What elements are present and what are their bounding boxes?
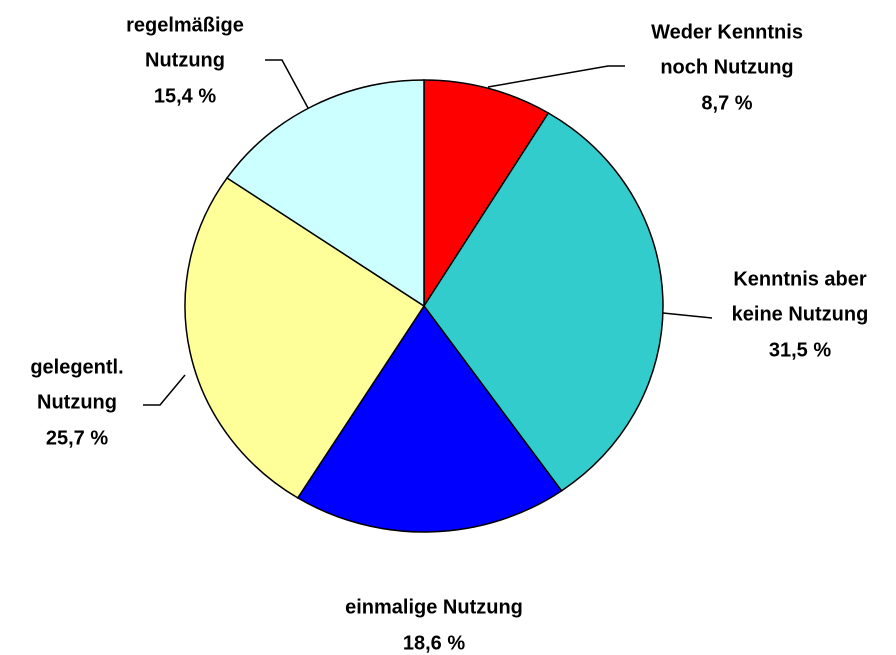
- slice-label: Weder Kenntnis: [651, 21, 803, 43]
- slice-label: keine Nutzung: [732, 303, 869, 325]
- leader-line: [662, 312, 713, 319]
- value-label: 25,7 %: [46, 427, 108, 449]
- slice-label: Nutzung: [145, 49, 225, 71]
- slice-label: noch Nutzung: [660, 56, 793, 78]
- slice-label: Nutzung: [37, 391, 117, 413]
- pie-slice: [225, 79, 425, 308]
- leader-line: [143, 374, 186, 406]
- leader-line: [265, 59, 309, 109]
- value-label: 8,7 %: [701, 92, 752, 114]
- slice-label: regelmäßige: [126, 14, 244, 36]
- slice-label: einmalige Nutzung: [345, 596, 523, 618]
- slice-label: Kenntnis aber: [733, 268, 867, 290]
- value-label: 15,4 %: [154, 85, 216, 107]
- leader-line: [487, 65, 625, 88]
- pie-slice: [423, 79, 550, 309]
- pie-slice: [423, 111, 664, 492]
- pie-slice: [184, 176, 426, 499]
- value-label: 18,6 %: [403, 632, 465, 654]
- value-label: 31,5 %: [769, 339, 831, 361]
- pie-slice: [296, 304, 563, 533]
- slice-label: gelegentl.: [30, 356, 123, 378]
